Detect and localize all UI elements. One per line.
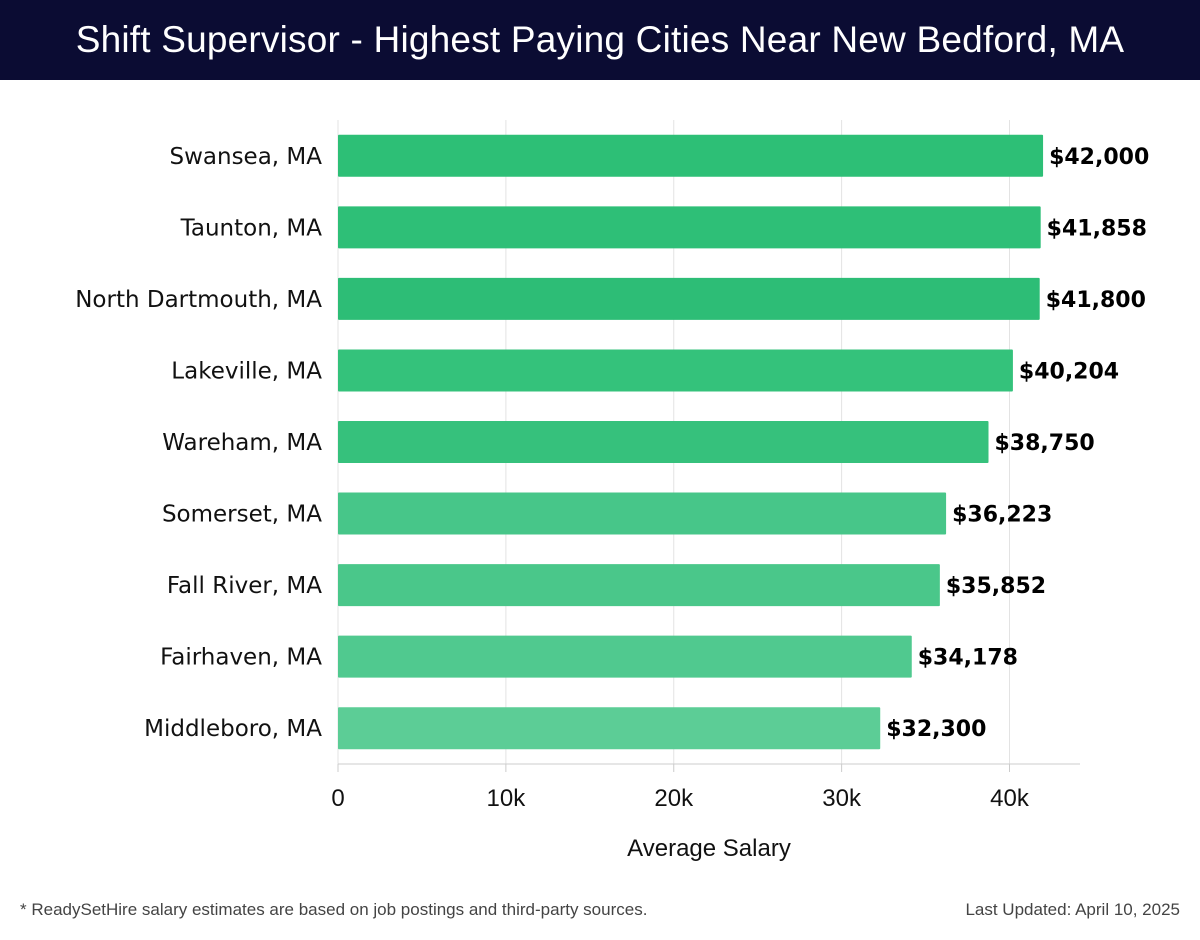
bar <box>338 707 881 750</box>
category-label: Fall River, MA <box>167 573 322 599</box>
value-label: $34,178 <box>918 646 1018 671</box>
value-label: $42,000 <box>1049 145 1149 170</box>
value-label: $36,223 <box>952 503 1052 528</box>
x-tick-label: 20k <box>654 785 694 812</box>
value-label: $41,800 <box>1046 288 1146 313</box>
x-tick-label: 40k <box>990 785 1030 812</box>
chart-title: Shift Supervisor - Highest Paying Cities… <box>75 19 1125 60</box>
category-label: Somerset, MA <box>162 502 322 528</box>
x-tick-label: 10k <box>487 785 527 812</box>
value-label: $35,852 <box>946 574 1046 599</box>
bar <box>338 277 1040 320</box>
bars <box>338 134 1044 750</box>
category-label: Middleboro, MA <box>144 716 322 742</box>
x-tick-label: 30k <box>822 785 862 812</box>
x-axis-label: Average Salary <box>627 835 791 862</box>
value-labels: $42,000 $41,858 $41,800 $40,204 $38,750 $36,2… <box>886 145 1149 742</box>
bar <box>338 635 912 678</box>
category-labels: Swansea, MA Taunton, MA North Dartmouth, M… <box>75 144 322 742</box>
last-updated: Last Updated: April 10, 2025 <box>965 900 1180 919</box>
bar <box>338 421 989 463</box>
category-label: Wareham, MA <box>162 430 322 456</box>
footer-note: * ReadySetHire salary estimates are base… <box>20 900 648 919</box>
footer: * ReadySetHire salary estimates are base… <box>20 900 1180 920</box>
category-label: Fairhaven, MA <box>160 645 322 671</box>
value-label: $40,204 <box>1019 359 1119 384</box>
x-tick-label: 0 <box>331 785 344 812</box>
value-label: $41,858 <box>1047 216 1147 241</box>
bar <box>338 564 940 607</box>
value-label: $38,750 <box>995 431 1095 456</box>
value-label: $32,300 <box>886 717 986 742</box>
bar-chart: Swansea, MA Taunton, MA North Dartmouth, M… <box>75 120 1149 862</box>
chart-header: Shift Supervisor - Highest Paying Cities… <box>0 0 1200 80</box>
bar <box>338 492 947 535</box>
category-label: North Dartmouth, MA <box>75 287 322 313</box>
category-label: Taunton, MA <box>180 215 323 241</box>
x-axis: 0 10k 20k 30k 40k <box>331 763 1080 812</box>
category-label: Swansea, MA <box>169 144 322 170</box>
bar <box>338 134 1044 177</box>
bar <box>338 349 1013 392</box>
bar <box>338 206 1041 249</box>
category-label: Lakeville, MA <box>171 358 322 384</box>
